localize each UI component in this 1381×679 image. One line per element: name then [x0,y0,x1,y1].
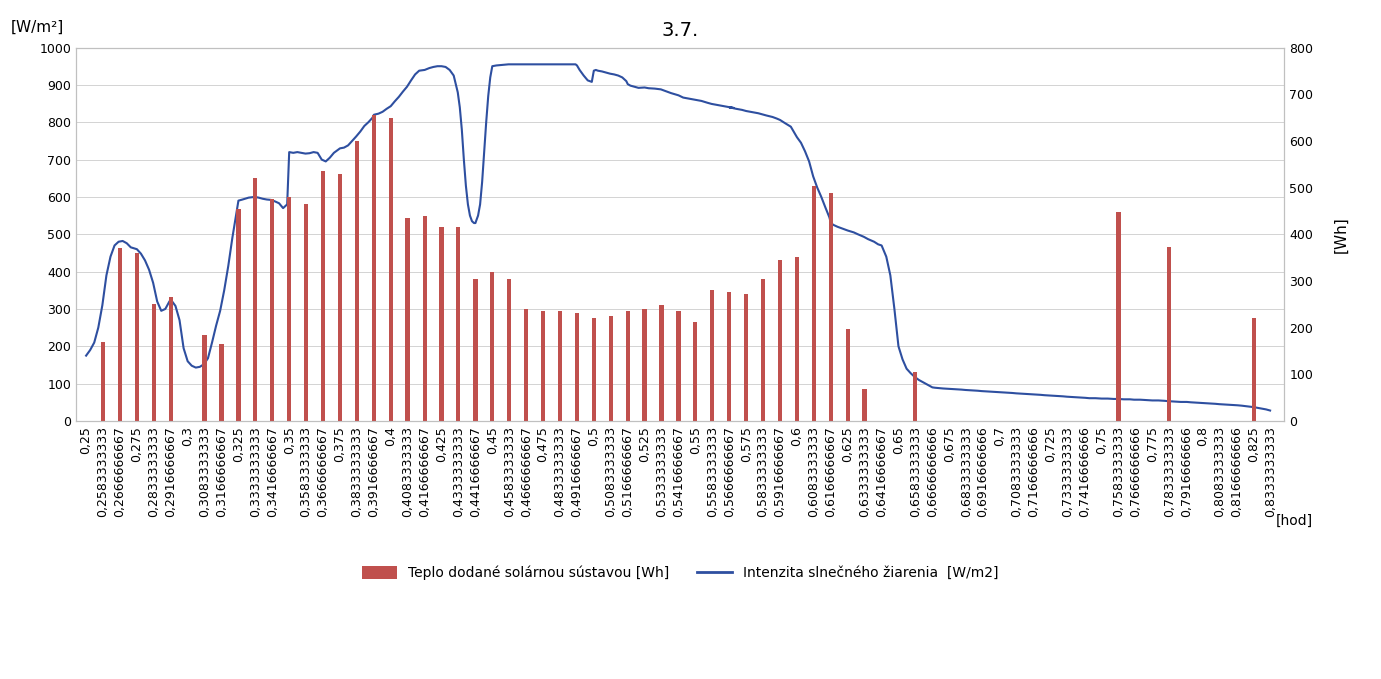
Bar [338,174,342,421]
Title: 3.7.: 3.7. [661,22,699,41]
Bar [574,312,579,421]
Bar [728,292,732,421]
Bar [507,278,511,421]
Bar [135,253,139,421]
Bar [523,309,529,421]
Bar [626,311,630,421]
Bar [287,197,291,421]
Bar [304,204,308,421]
Bar [236,208,240,421]
Bar [320,171,326,421]
Bar [795,257,800,421]
Bar [355,141,359,421]
Bar [406,218,410,421]
Bar [609,316,613,421]
Bar [423,216,427,421]
Bar [642,309,646,421]
Bar [490,272,494,421]
Bar [862,389,867,421]
Bar [168,297,173,421]
Bar [845,329,849,421]
Bar [541,311,545,421]
Bar [1167,247,1171,421]
Bar [101,342,105,421]
Bar [1251,318,1255,421]
Bar [203,335,207,421]
Bar [558,311,562,421]
Bar [456,227,460,421]
Bar [474,278,478,421]
X-axis label: [hod]: [hod] [1276,515,1312,528]
Bar [829,193,833,421]
Bar [913,372,917,421]
Bar [220,344,224,421]
Y-axis label: [W/m²]: [W/m²] [11,20,64,35]
Bar [591,318,597,421]
Bar [371,115,376,421]
Bar [693,322,697,421]
Bar [710,291,714,421]
Bar [271,199,275,421]
Bar [1116,212,1120,421]
Y-axis label: [Wh]: [Wh] [1334,216,1349,253]
Legend: Teplo dodané solárnou sústavou [Wh], Intenzita slnečného žiarenia  [W/m2]: Teplo dodané solárnou sústavou [Wh], Int… [356,560,1004,586]
Bar [439,227,443,421]
Bar [812,186,816,421]
Bar [117,249,122,421]
Bar [778,261,782,421]
Bar [152,304,156,421]
Bar [659,306,664,421]
Bar [761,279,765,421]
Bar [677,311,681,421]
Bar [744,294,749,421]
Bar [253,178,257,421]
Bar [388,118,392,421]
